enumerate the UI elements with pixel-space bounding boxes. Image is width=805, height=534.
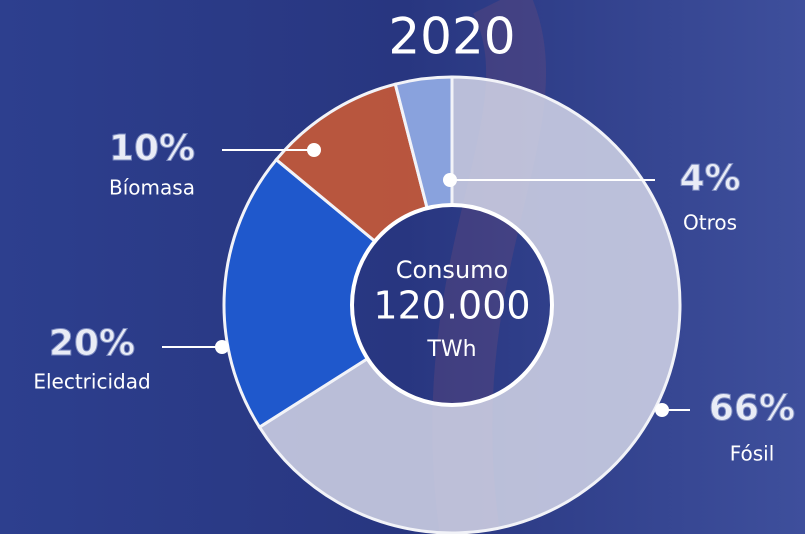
value-label: 10%: [109, 128, 195, 169]
leader-dot: [443, 173, 457, 187]
center-ring: [350, 203, 554, 407]
category-label: Bíomasa: [109, 176, 195, 200]
category-label: Electricidad: [33, 370, 150, 394]
chart-title: 2020: [388, 8, 515, 66]
value-label: 4%: [679, 158, 740, 199]
leader-dot: [655, 403, 669, 417]
category-label: Fósil: [730, 442, 775, 466]
value-label: 66%: [709, 388, 795, 429]
leader-dot: [307, 143, 321, 157]
leader-dot: [215, 340, 229, 354]
category-label: Otros: [683, 211, 737, 235]
value-label: 20%: [49, 323, 135, 364]
center-text: Consumo: [396, 256, 508, 284]
center-text: TWh: [426, 337, 476, 362]
center-text: 120.000: [373, 284, 530, 328]
